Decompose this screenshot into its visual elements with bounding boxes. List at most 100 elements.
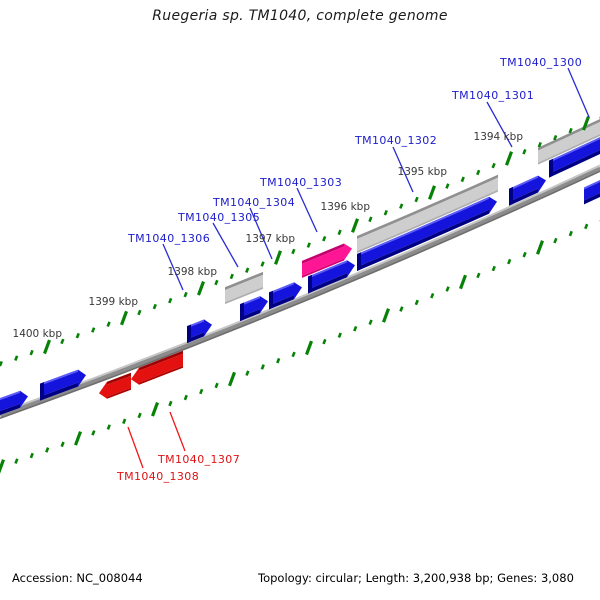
scale-upper-tick-minor (229, 273, 234, 280)
gene-arrow-pink (302, 243, 344, 264)
gene-arrow-gray (357, 189, 498, 253)
scale-upper-tick-minor (568, 127, 573, 134)
gene-end-bevel (240, 302, 244, 322)
gene-arrow-tip (204, 319, 212, 337)
scale-lower-tick-minor (45, 447, 50, 453)
scale-lower-tick-minor (522, 251, 527, 258)
gene-arrow-blue (240, 296, 260, 307)
scale-lower-tick-minor (122, 418, 127, 425)
scale-label: 1394 kbp (473, 131, 523, 143)
scale-upper-tick-major (196, 281, 206, 296)
scale-lower-tick-minor (183, 394, 188, 401)
leader-line (127, 426, 144, 469)
scale-upper-tick-major (504, 151, 514, 166)
scale-upper-tick-minor (168, 297, 173, 304)
gene-end-bevel (357, 252, 361, 271)
gene-arrow-red (107, 387, 131, 399)
leader-line (486, 101, 513, 148)
gene-arrow-blue (549, 150, 600, 178)
gene-arrow-blue (357, 209, 489, 271)
scale-upper-tick-major (350, 218, 360, 233)
scale-upper-tick-minor (260, 261, 265, 267)
scale-upper-tick-major (273, 250, 283, 265)
gene-arrow-blue (240, 298, 260, 318)
scale-upper-tick-minor (399, 203, 404, 209)
scale-upper-tick-minor (383, 209, 388, 216)
scale-upper-tick-minor (460, 176, 465, 183)
gene-end-bevel (40, 382, 44, 401)
gene-label: TM1040_1300 (500, 56, 583, 69)
gene-arrow-pink (302, 246, 344, 276)
gene-arrow-blue (584, 179, 600, 190)
gene-arrow-blue (0, 403, 20, 416)
leader-line (212, 222, 239, 268)
scale-upper-tick-minor (106, 321, 111, 327)
gene-arrow-blue (308, 262, 347, 290)
gene-arrow-blue (40, 369, 78, 386)
scale-lower-tick-minor (553, 237, 558, 244)
scale-lower-tick-minor (291, 351, 296, 358)
leader-line (296, 187, 318, 233)
genome-backbone-shadow (0, 170, 600, 419)
gene-arrow-pink (302, 258, 344, 278)
gene-arrow-red (139, 353, 183, 383)
scale-upper-tick-major (42, 339, 52, 355)
scale-upper-tick-minor (60, 338, 65, 345)
gene-end-bevel (269, 290, 273, 310)
scale-upper-tick-major (427, 185, 437, 200)
gene-arrow-tip (260, 296, 268, 314)
scale-lower-tick-minor (491, 265, 496, 272)
scale-lower-tick-major (73, 431, 83, 446)
gene-arrow-red (107, 372, 131, 385)
gene-arrow-red (107, 375, 131, 397)
scale-lower-tick-minor (476, 272, 481, 279)
scale-lower-tick-minor (322, 338, 327, 345)
gene-label: TM1040_1303 (260, 176, 343, 189)
gene-arrow-gray (357, 177, 498, 251)
gene-arrow-blue (269, 282, 294, 295)
scale-label: 1397 kbp (245, 233, 295, 245)
scale-lower-tick-minor (276, 357, 281, 364)
scale-lower-tick-minor (168, 400, 173, 407)
scale-upper-tick-minor (245, 267, 250, 274)
scale-lower-tick-major (535, 240, 545, 255)
scale-upper-tick-minor (0, 360, 3, 367)
scale-lower-tick-minor (399, 306, 404, 312)
scale-lower-tick-minor (430, 292, 435, 299)
genome-backbone (0, 165, 600, 418)
genome-backbone-highlight (0, 164, 600, 414)
scale-upper-tick-minor (91, 327, 96, 333)
gene-arrow-blue (308, 273, 347, 294)
gene-arrow-blue (549, 139, 600, 174)
gene-arrow-tip (99, 381, 107, 399)
gene-arrow-gray (357, 174, 498, 239)
gene-arrow-tip (294, 282, 302, 300)
scale-upper-tick-minor (152, 303, 157, 310)
gene-label: TM1040_1307 (158, 453, 241, 466)
scale-upper-tick-minor (14, 355, 19, 361)
scale-lower-tick-minor (91, 430, 96, 436)
status-accession: Accession: NC_008044 (12, 571, 143, 585)
scale-upper-tick-minor (491, 162, 496, 169)
gene-label: TM1040_1305 (178, 211, 261, 224)
gene-arrow-tip (347, 260, 355, 278)
scale-label: 1398 kbp (167, 266, 217, 278)
gene-arrow-blue (40, 382, 78, 401)
gene-arrow-tip (78, 369, 86, 387)
gene-arrow-tip (20, 390, 28, 408)
leader-line (567, 67, 590, 118)
gene-arrow-blue (584, 181, 600, 201)
scale-upper-tick-minor (476, 169, 481, 176)
gene-arrow-blue (240, 309, 260, 322)
gene-arrow-blue (187, 321, 204, 340)
scale-upper-tick-minor (29, 349, 34, 356)
gene-arrow-blue (357, 196, 489, 256)
scale-upper-tick-minor (322, 235, 327, 242)
gene-arrow-blue (584, 192, 600, 205)
scale-upper-tick-minor (445, 183, 450, 189)
gene-arrow-blue (40, 371, 78, 397)
scale-label: 1396 kbp (320, 201, 370, 213)
scale-lower-tick-minor (445, 286, 450, 292)
gene-arrow-tip (489, 196, 497, 214)
scale-upper-tick-minor (75, 332, 80, 339)
